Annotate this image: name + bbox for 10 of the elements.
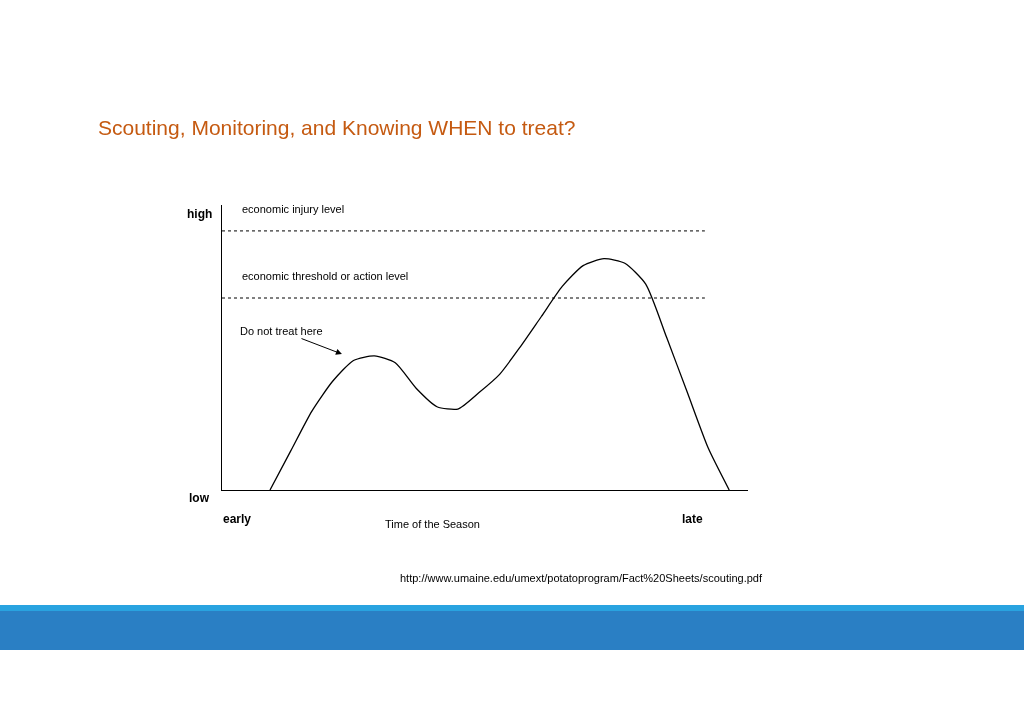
text: high	[187, 207, 213, 221]
text: late	[682, 512, 703, 526]
chart-title: Scouting, Monitoring, and Knowing WHEN to treat?	[98, 116, 576, 140]
ref-line-label: economic threshold or action level	[242, 270, 409, 282]
text: http://www.umaine.edu/umext/potatoprogram/Fact%20Sheets/scouting.pdf	[400, 572, 763, 584]
x-axis-title: Time of the Season	[385, 518, 480, 530]
annotation: Do not treat here	[240, 325, 323, 337]
ref-line-label: economic injury level	[242, 203, 345, 215]
text: low	[189, 491, 210, 505]
text: early	[223, 512, 252, 526]
